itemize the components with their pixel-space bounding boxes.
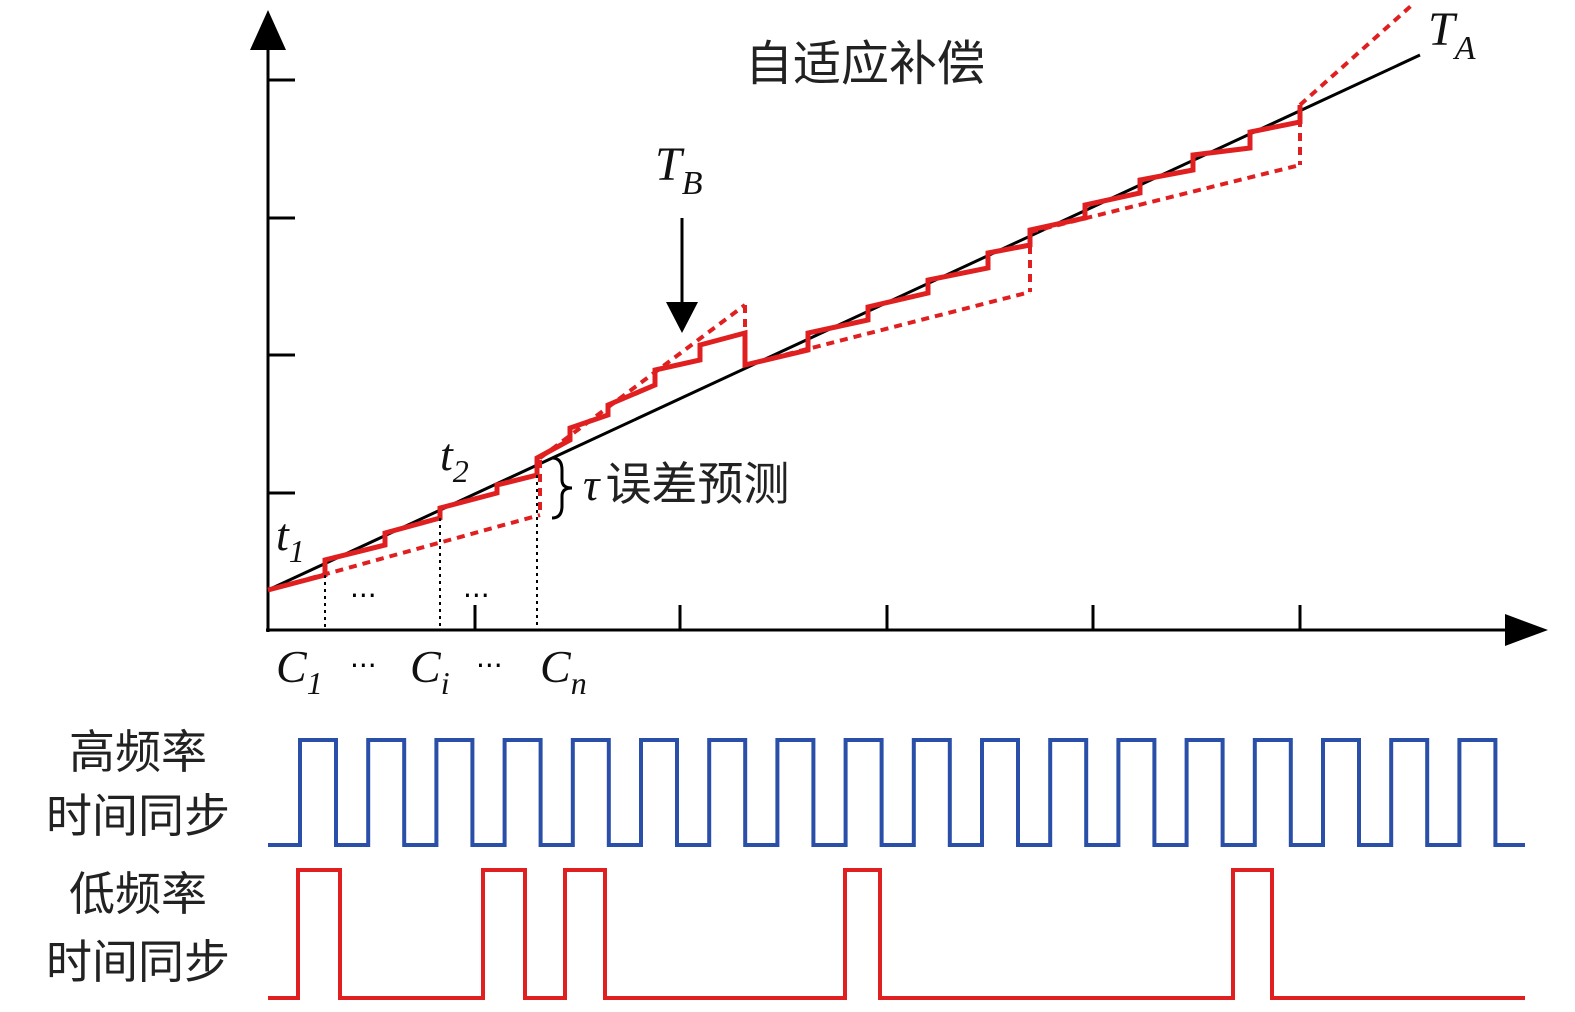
tb-arrowhead — [666, 302, 698, 333]
curve-label: TA — [1428, 3, 1476, 67]
error-label: τ 误差预测 — [583, 457, 789, 511]
x-main: C — [276, 641, 308, 692]
brace — [551, 456, 573, 520]
title: 自适应补偿 — [745, 36, 985, 92]
x-sub: n — [571, 665, 587, 701]
point-sub: 2 — [453, 453, 469, 489]
x-label: ··· — [476, 649, 503, 682]
x-sub: i — [441, 665, 450, 701]
x-arrow — [1505, 614, 1548, 646]
axes — [266, 45, 1510, 632]
x-label: C1 — [276, 641, 323, 701]
signal-label: 低频率 — [69, 867, 207, 921]
ellipsis: ··· — [463, 579, 490, 612]
error-text: 误差预测 — [605, 457, 789, 511]
point-main: t — [276, 509, 290, 560]
point-sub: 1 — [289, 533, 305, 569]
y-arrow — [250, 10, 286, 50]
high-freq-signal — [268, 738, 1525, 847]
compensated-line — [267, 105, 1303, 593]
curve-main: T — [655, 138, 685, 191]
x-main: C — [410, 641, 442, 692]
error-symbol: τ — [583, 459, 601, 510]
curve-label: TB — [655, 138, 703, 202]
x-label: ··· — [350, 649, 377, 682]
predicted-line — [267, 3, 1414, 592]
signal-label: 时间同步 — [46, 935, 230, 989]
point-main: t — [440, 429, 454, 480]
x-label: Cn — [540, 641, 587, 701]
curve-sub: A — [1453, 30, 1476, 67]
x-label: Ci — [410, 641, 450, 701]
point-label: t1 — [276, 509, 305, 569]
ellipsis: ··· — [350, 579, 377, 612]
x-main: C — [540, 641, 572, 692]
curve-main: T — [1428, 3, 1458, 56]
cycle-markers — [324, 475, 538, 630]
signal-label: 时间同步 — [46, 789, 230, 843]
low-freq-signal — [268, 868, 1525, 1000]
curve-sub: B — [682, 165, 703, 202]
signal-label: 高频率 — [69, 725, 207, 779]
point-label: t2 — [440, 429, 469, 489]
x-sub: 1 — [307, 665, 323, 701]
